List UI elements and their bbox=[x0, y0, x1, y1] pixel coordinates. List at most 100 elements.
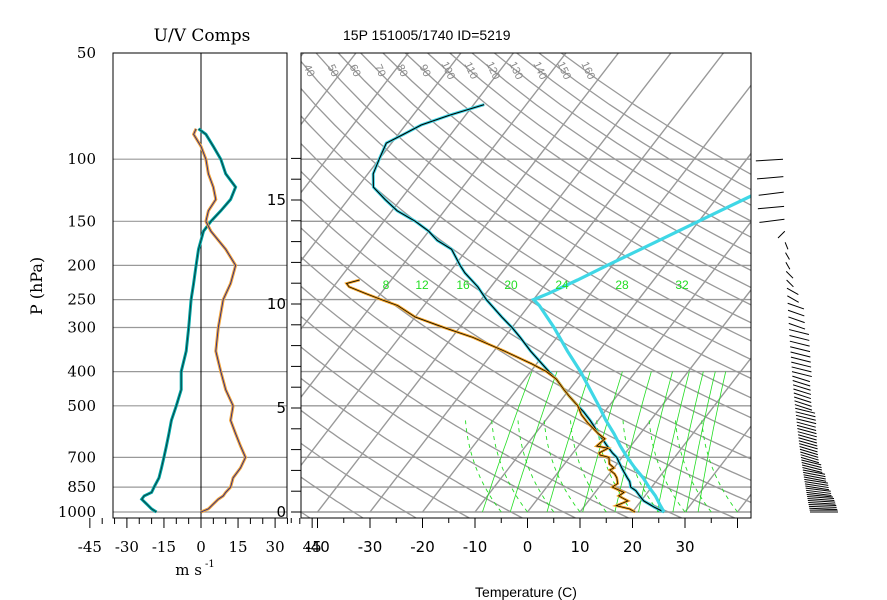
wind-barb bbox=[758, 191, 784, 196]
wind-barb bbox=[794, 400, 812, 407]
wind-barb bbox=[799, 448, 818, 456]
isotherm-line bbox=[301, 53, 409, 194]
theta-e-label: 120 bbox=[483, 60, 502, 82]
uv-x-ticks: -45 -30 -15 0 15 30 45 bbox=[78, 518, 322, 556]
wind-barb bbox=[801, 464, 823, 471]
wind-barb bbox=[808, 503, 837, 507]
moist-adiabat-line bbox=[517, 420, 555, 513]
dry-adiabat-line bbox=[301, 87, 751, 399]
dry-adiabat-line bbox=[301, 377, 524, 518]
uv-xlabel: m s -1 bbox=[175, 559, 214, 579]
wind-barb bbox=[795, 407, 816, 414]
wind-barb bbox=[755, 158, 784, 162]
mixing-ratio-line bbox=[672, 371, 704, 513]
uv-series-u bbox=[139, 127, 238, 514]
skewt-x-tick-label: -10 bbox=[463, 538, 488, 556]
uv-y-ticks: 50 100 150 200 250 300 400 500 700 850 1000 bbox=[58, 44, 96, 521]
mixing-ratio-label: 20 bbox=[504, 278, 518, 292]
wind-barb bbox=[808, 505, 837, 508]
wind-barb bbox=[797, 428, 817, 435]
isotherm-line bbox=[369, 53, 724, 513]
dry-adiabat-line bbox=[301, 256, 737, 518]
wind-barb bbox=[785, 271, 794, 279]
wind-barb bbox=[794, 396, 812, 403]
uv-y-tick-label: 200 bbox=[67, 256, 96, 274]
mixing-ratio-label: 12 bbox=[415, 278, 429, 292]
skewt-x-tick-label: -40 bbox=[305, 538, 330, 556]
uv-x-tick-label: 45 bbox=[303, 538, 322, 556]
wind-barb bbox=[799, 445, 818, 453]
wind-barb bbox=[792, 375, 811, 383]
dry-adiabat-line bbox=[360, 53, 751, 324]
mixing-ratio-label: 28 bbox=[615, 278, 629, 292]
theta-e-label: 40 bbox=[301, 63, 317, 79]
wind-barb bbox=[784, 242, 789, 250]
parcel-profile bbox=[530, 194, 751, 513]
isotherm-line bbox=[301, 53, 567, 399]
wind-barb bbox=[806, 493, 833, 498]
uv-y-tick-label: 100 bbox=[67, 150, 96, 168]
wind-barb bbox=[804, 481, 829, 486]
wind-barb bbox=[787, 302, 805, 310]
mixing-ratio-line bbox=[582, 371, 623, 513]
theta-e-label: 70 bbox=[372, 63, 388, 79]
theta-e-label: 130 bbox=[506, 60, 525, 82]
uv-panel: U/V Comps 501001502002503004005007008501… bbox=[27, 26, 322, 579]
height-tick-label: 5 bbox=[276, 399, 286, 417]
mixing-ratio-label: 8 bbox=[383, 278, 390, 292]
wind-barb bbox=[791, 371, 812, 378]
wind-barb bbox=[756, 176, 784, 180]
wind-barb bbox=[805, 485, 830, 491]
wind-barb bbox=[794, 404, 813, 411]
wind-barb bbox=[808, 502, 836, 505]
mixing-ratio-line bbox=[546, 371, 591, 513]
skewt-height-ticks: 0 5 10 15 bbox=[267, 157, 301, 521]
skewt-x-tick-label: 0 bbox=[523, 538, 533, 556]
wind-barb bbox=[801, 459, 822, 466]
skewt-x-tick-label: 20 bbox=[623, 538, 642, 556]
wind-barb bbox=[789, 335, 810, 341]
moist-adiabat-line bbox=[675, 420, 712, 513]
dry-adiabat-line bbox=[382, 53, 751, 306]
isotherm-line bbox=[0, 53, 93, 512]
wind-barb bbox=[793, 392, 812, 400]
isotherm-line bbox=[301, 53, 462, 262]
wind-barb bbox=[802, 467, 823, 473]
theta-e-label: 90 bbox=[417, 63, 433, 79]
wind-barb bbox=[807, 500, 836, 503]
uv-x-tick-label: 0 bbox=[196, 538, 206, 556]
dry-adiabat-line bbox=[301, 315, 630, 518]
wind-barb bbox=[800, 454, 819, 461]
uv-y-tick-label: 250 bbox=[67, 291, 96, 309]
dewpoint-core bbox=[345, 279, 636, 513]
theta-e-label: 60 bbox=[347, 63, 363, 79]
mixing-ratio-line bbox=[697, 371, 727, 513]
mixing-ratio-line bbox=[509, 371, 558, 513]
isotherm-line bbox=[631, 356, 751, 513]
wind-barb bbox=[795, 414, 816, 421]
uv-series-v-core bbox=[193, 128, 246, 513]
uv-y-tick-label: 50 bbox=[77, 44, 96, 62]
uv-title: U/V Comps bbox=[154, 26, 251, 46]
wind-barb bbox=[792, 384, 811, 391]
uv-y-tick-label: 150 bbox=[67, 212, 96, 230]
uv-x-tick-label: -30 bbox=[115, 538, 139, 556]
uv-x-tick-label: 15 bbox=[229, 538, 248, 556]
skewt-x-tick-label: 10 bbox=[570, 538, 589, 556]
wind-barb bbox=[790, 346, 811, 353]
dry-adiabat-line bbox=[337, 53, 751, 342]
uv-x-tick-label: -45 bbox=[78, 538, 102, 556]
wind-barb bbox=[788, 329, 810, 335]
uv-series bbox=[139, 127, 248, 514]
uv-gridlines bbox=[113, 53, 287, 518]
wind-barb bbox=[787, 295, 799, 303]
wind-barb bbox=[796, 418, 817, 425]
isotherm-line bbox=[301, 53, 514, 331]
theta-e-label: 160 bbox=[578, 60, 597, 82]
dry-adiabat-line bbox=[493, 53, 751, 222]
uv-x-tick-label: 30 bbox=[266, 538, 285, 556]
wind-barb bbox=[799, 443, 818, 450]
mixing-ratio-line bbox=[656, 371, 690, 513]
